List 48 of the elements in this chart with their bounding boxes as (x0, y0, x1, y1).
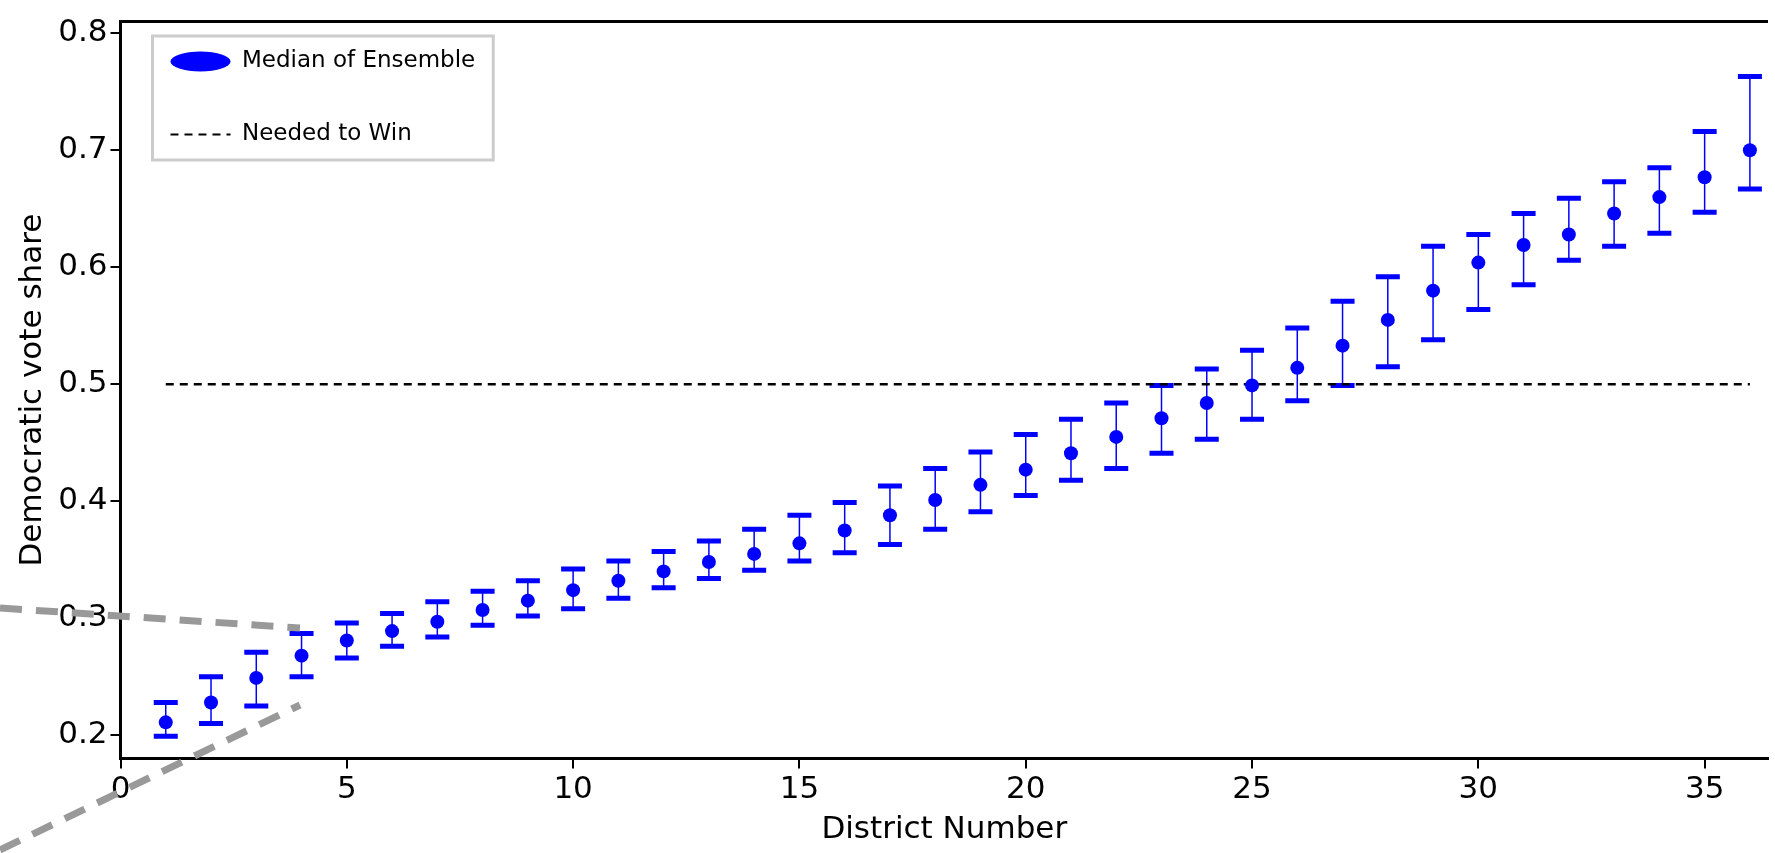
point (973, 477, 988, 492)
point (792, 536, 807, 551)
point (1561, 227, 1576, 242)
point (882, 508, 897, 523)
point (1063, 446, 1078, 461)
point (837, 523, 852, 538)
point (566, 583, 581, 598)
point (1199, 395, 1214, 410)
point (656, 564, 671, 579)
point (1426, 283, 1441, 298)
point (1335, 338, 1350, 353)
point (1697, 170, 1712, 185)
point (339, 633, 354, 648)
x-tick-label: 20 (1005, 769, 1046, 806)
y-tick-label: 0.7 (58, 129, 108, 166)
legend-label: Median of Ensemble (242, 46, 476, 73)
y-tick-label: 0.5 (58, 363, 108, 400)
point (747, 546, 762, 561)
point (430, 614, 445, 629)
point (611, 573, 626, 588)
y-tick-label: 0.8 (58, 12, 108, 49)
point (1154, 411, 1169, 426)
point (520, 593, 535, 608)
y-tick-label: 0.4 (58, 480, 108, 517)
x-tick-label: 15 (779, 769, 820, 806)
point (1245, 378, 1260, 393)
x-tick-label: 25 (1232, 769, 1272, 806)
point (1742, 143, 1757, 158)
y-axis-title: Democratic vote share (11, 213, 48, 567)
point (1109, 429, 1124, 444)
point (1290, 360, 1305, 375)
x-axis-title: District Number (821, 809, 1068, 846)
point (385, 624, 400, 639)
legend-label: Needed to Win (242, 119, 412, 146)
point (1380, 312, 1395, 327)
y-tick-label: 0.6 (58, 246, 108, 283)
point (1607, 206, 1622, 221)
x-tick-label: 35 (1684, 769, 1725, 806)
point (1652, 190, 1667, 205)
x-tick-label: 10 (553, 769, 593, 806)
x-tick-label: 5 (336, 769, 357, 806)
x-tick-label: 30 (1458, 769, 1499, 806)
point (928, 493, 943, 508)
point (1018, 462, 1033, 477)
point (1516, 238, 1531, 253)
point (1471, 255, 1486, 270)
point (701, 555, 716, 570)
point (475, 603, 490, 618)
